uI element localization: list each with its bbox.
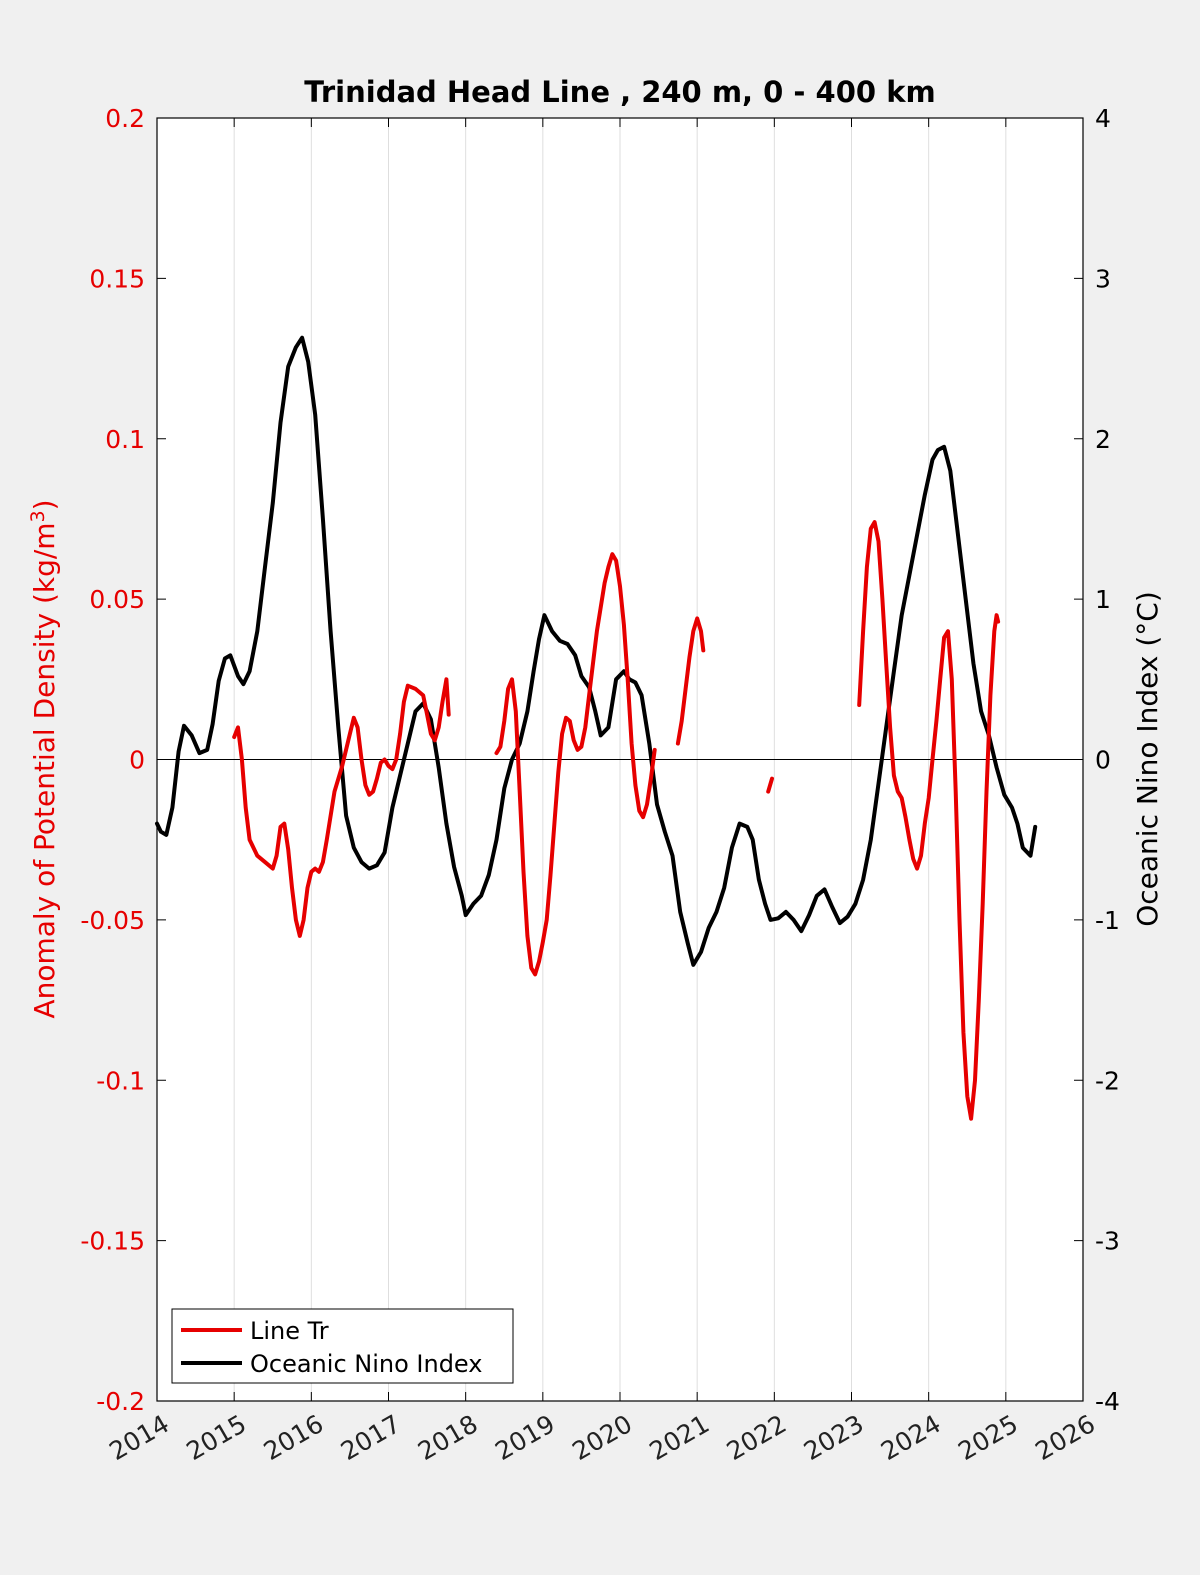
y-left-tick-label: -0.05 [80, 906, 145, 935]
y-left-tick-label: 0.2 [105, 104, 145, 133]
legend-label-oni: Oceanic Nino Index [250, 1350, 482, 1378]
y-right-tick-label: -2 [1095, 1066, 1120, 1095]
y-left-tick-label: -0.2 [96, 1387, 145, 1416]
left-y-axis: 0.2 0.15 0.1 0.05 0 -0.05 -0.1 -0.15 -0.2 [80, 104, 166, 1416]
y-left-tick-label: -0.15 [80, 1227, 145, 1256]
y-right-tick-label: 0 [1095, 746, 1111, 775]
left-axis-title-text: Anomaly of Potential Density (kg/m [28, 522, 61, 1018]
right-y-axis: 4 3 2 1 0 -1 -2 -3 -4 [1074, 104, 1120, 1416]
x-tick-label: 2014 [104, 1409, 174, 1466]
y-left-tick-label: 0 [129, 746, 145, 775]
left-axis-title: Anomaly of Potential Density (kg/m3) [27, 499, 61, 1018]
series-line-tr [857, 520, 1001, 1121]
y-right-tick-label: 3 [1095, 264, 1111, 293]
x-tick-label: 2019 [490, 1409, 560, 1466]
legend: Line Tr Oceanic Nino Index [171, 1308, 514, 1384]
right-axis-title: Oceanic Nino Index (°C) [1131, 591, 1164, 927]
series-line-tr [232, 677, 451, 938]
y-right-tick-label: 4 [1095, 104, 1111, 133]
legend-label-line-tr: Line Tr [250, 1317, 329, 1345]
y-right-tick-label: 2 [1095, 425, 1111, 454]
left-axis-title-close: ) [28, 499, 61, 510]
legend-box [171, 1308, 514, 1384]
y-left-tick-label: 0.15 [89, 264, 145, 293]
x-tick-label: 2020 [567, 1409, 637, 1466]
series-line-tr [675, 616, 706, 746]
x-tick-label: 2022 [722, 1409, 792, 1466]
series-layer [155, 335, 1038, 1121]
x-tick-label: 2017 [336, 1409, 406, 1466]
y-right-tick-label: -3 [1095, 1227, 1120, 1256]
x-tick-label: 2025 [953, 1409, 1023, 1466]
chart-title: Trinidad Head Line , 240 m, 0 - 400 km [304, 75, 935, 109]
x-tick-label: 2026 [1030, 1409, 1100, 1466]
y-left-tick-label: 0.05 [89, 585, 145, 614]
y-left-tick-label: 0.1 [105, 425, 145, 454]
y-right-tick-label: 1 [1095, 585, 1111, 614]
x-tick-label: 2018 [413, 1409, 483, 1466]
x-tick-label: 2015 [182, 1409, 252, 1466]
x-tick-label: 2021 [645, 1409, 715, 1466]
left-axis-title-superscript: 3 [27, 510, 49, 522]
series-line-tr [766, 776, 774, 794]
series-line-tr [494, 552, 657, 977]
x-tick-label: 2016 [259, 1409, 329, 1466]
y-left-tick-label: -0.1 [96, 1066, 145, 1095]
x-tick-label: 2024 [876, 1409, 946, 1466]
y-right-tick-label: -4 [1095, 1387, 1120, 1416]
x-tick-label: 2023 [799, 1409, 869, 1466]
y-right-tick-label: -1 [1095, 906, 1120, 935]
